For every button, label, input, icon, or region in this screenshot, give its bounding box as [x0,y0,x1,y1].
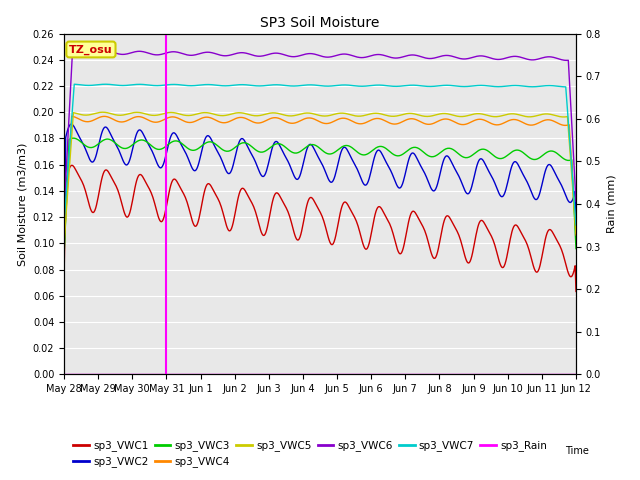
Y-axis label: Rain (mm): Rain (mm) [607,175,617,233]
Text: Time: Time [565,445,589,456]
Legend: sp3_VWC1, sp3_VWC2, sp3_VWC3, sp3_VWC4, sp3_VWC5, sp3_VWC6, sp3_VWC7, sp3_Rain: sp3_VWC1, sp3_VWC2, sp3_VWC3, sp3_VWC4, … [69,436,551,471]
Y-axis label: Soil Moisture (m3/m3): Soil Moisture (m3/m3) [17,142,27,266]
Title: SP3 Soil Moisture: SP3 Soil Moisture [260,16,380,30]
Text: TZ_osu: TZ_osu [69,44,113,55]
